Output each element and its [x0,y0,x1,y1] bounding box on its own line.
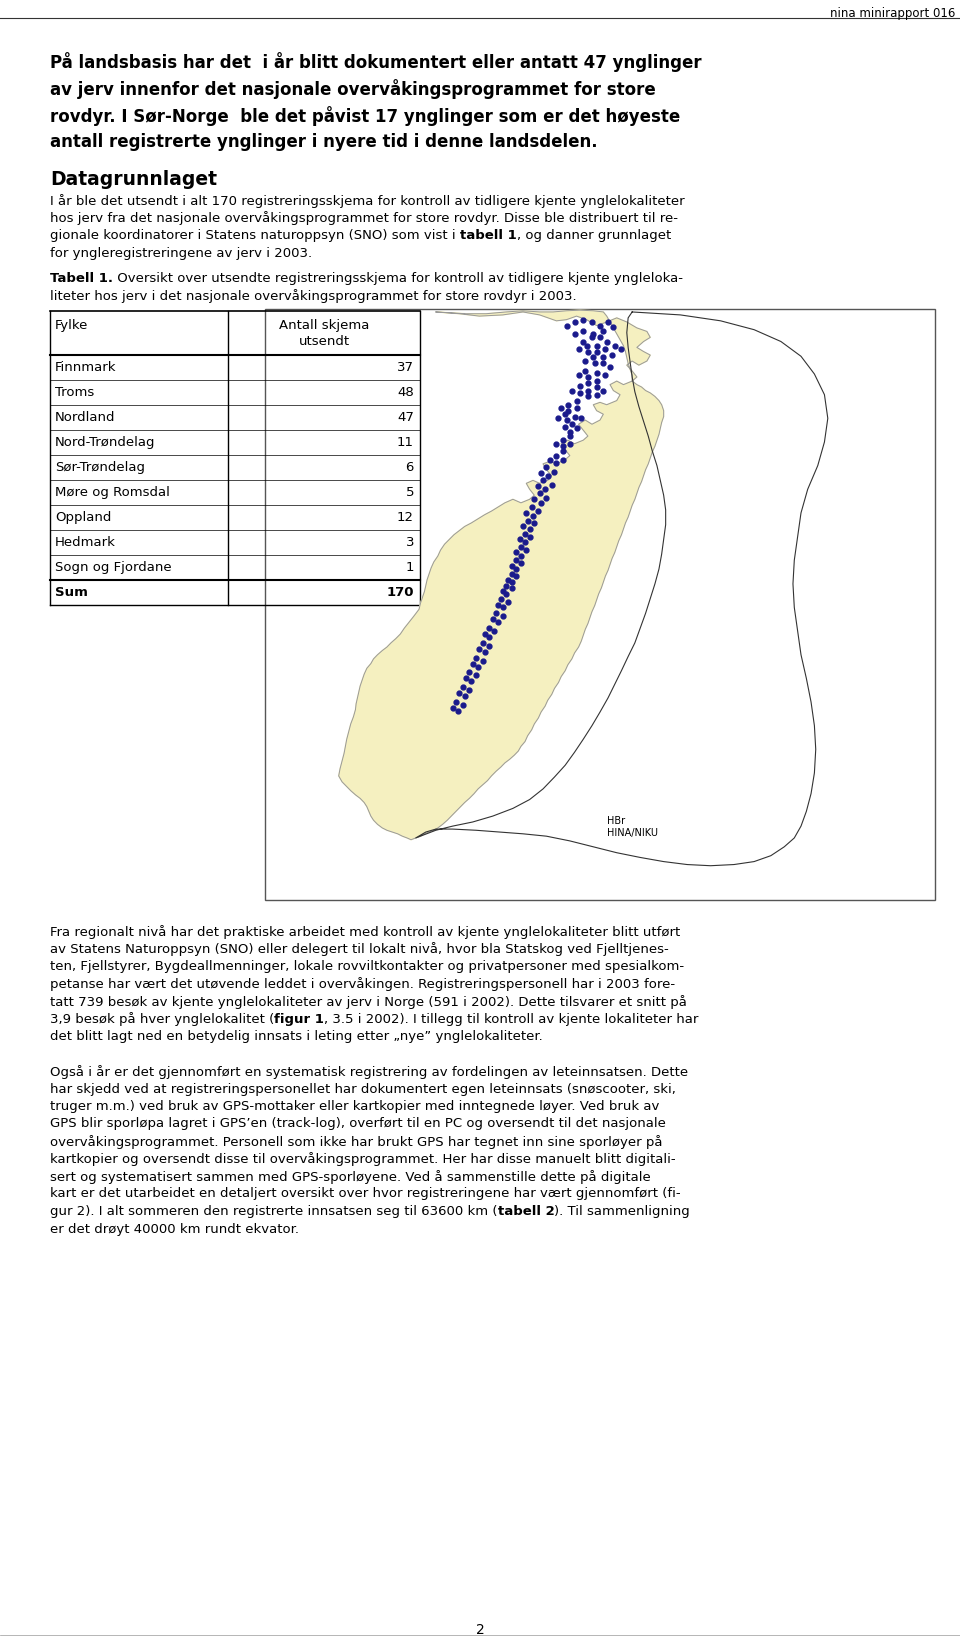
Text: overvåkingsprogrammet. Personell som ikke har brukt GPS har tegnet inn sine spor: overvåkingsprogrammet. Personell som ikk… [50,1135,662,1149]
Polygon shape [416,311,828,865]
Text: GPS blir sporløpa lagret i GPS’en (track-log), overført til en PC og oversendt t: GPS blir sporløpa lagret i GPS’en (track… [50,1117,666,1131]
Text: kart er det utarbeidet en detaljert oversikt over hvor registreringene har vært : kart er det utarbeidet en detaljert over… [50,1188,681,1200]
Text: Tabell 1.: Tabell 1. [50,272,113,285]
Text: kartkopier og oversendt disse til overvåkingsprogrammet. Her har disse manuelt b: kartkopier og oversendt disse til overvå… [50,1152,676,1167]
Text: for yngleregistreringene av jerv i 2003.: for yngleregistreringene av jerv i 2003. [50,247,312,259]
Text: tatt 739 besøk av kjente ynglelokaliteter av jerv i Norge (591 i 2002). Dette ti: tatt 739 besøk av kjente ynglelokalitete… [50,995,686,1009]
Text: er det drøyt 40000 km rundt ekvator.: er det drøyt 40000 km rundt ekvator. [50,1223,299,1236]
Text: Antall skjema: Antall skjema [278,320,370,331]
Text: utsendt: utsendt [299,335,349,348]
Text: 1: 1 [405,560,414,574]
Text: av Statens Naturoppsyn (SNO) eller delegert til lokalt nivå, hvor bla Statskog v: av Statens Naturoppsyn (SNO) eller deleg… [50,943,669,956]
Text: 11: 11 [397,437,414,448]
Text: Nord-Trøndelag: Nord-Trøndelag [55,437,156,448]
Text: , 3.5 i 2002). I tillegg til kontroll av kjente lokaliteter har: , 3.5 i 2002). I tillegg til kontroll av… [324,1012,699,1025]
Text: sert og systematisert sammen med GPS-sporløyene. Ved å sammenstille dette på dig: sert og systematisert sammen med GPS-spo… [50,1170,651,1183]
Polygon shape [339,310,663,840]
Text: rovdyr. I Sør-Norge  ble det påvist 17 ynglinger som er det høyeste: rovdyr. I Sør-Norge ble det påvist 17 yn… [50,105,681,125]
Text: Finnmark: Finnmark [55,361,116,374]
Text: Fylke: Fylke [55,320,88,331]
Text: 5: 5 [405,486,414,499]
Text: 37: 37 [397,361,414,374]
Text: Møre og Romsdal: Møre og Romsdal [55,486,170,499]
Text: 3,9 besøk på hver ynglelokalitet (: 3,9 besøk på hver ynglelokalitet ( [50,1012,275,1027]
Text: 12: 12 [397,511,414,524]
Text: 47: 47 [397,410,414,424]
Text: gionale koordinatorer i Statens naturoppsyn (SNO) som vist i: gionale koordinatorer i Statens naturopp… [50,229,460,242]
Text: det blitt lagt ned en betydelig innsats i leting etter „nye” ynglelokaliteter.: det blitt lagt ned en betydelig innsats … [50,1030,542,1043]
Text: 2: 2 [475,1623,485,1636]
Text: truger m.m.) ved bruk av GPS-mottaker eller kartkopier med inntegnede løyer. Ved: truger m.m.) ved bruk av GPS-mottaker el… [50,1099,660,1112]
Text: petanse har vært det utøvende leddet i overvåkingen. Registreringspersonell har : petanse har vært det utøvende leddet i o… [50,977,675,992]
Text: figur 1: figur 1 [275,1012,324,1025]
Text: tabell 2: tabell 2 [497,1205,554,1218]
Text: Også i år er det gjennomført en systematisk registrering av fordelingen av letei: Også i år er det gjennomført en systemat… [50,1065,688,1079]
Bar [265,310,935,900]
Text: ). Til sammenligning: ). Til sammenligning [554,1205,690,1218]
Text: av jerv innenfor det nasjonale overvåkingsprogrammet for store: av jerv innenfor det nasjonale overvåkin… [50,79,656,99]
Text: liteter hos jerv i det nasjonale overvåkingsprogrammet for store rovdyr i 2003.: liteter hos jerv i det nasjonale overvåk… [50,290,577,303]
Text: Nordland: Nordland [55,410,115,424]
Text: 48: 48 [397,386,414,399]
Text: har skjedd ved at registreringspersonellet har dokumentert egen leteinnsats (snø: har skjedd ved at registreringspersonell… [50,1083,676,1096]
Text: Datagrunnlaget: Datagrunnlaget [50,170,217,190]
Text: nina minirapport 016: nina minirapport 016 [829,7,955,20]
Text: hos jerv fra det nasjonale overvåkingsprogrammet for store rovdyr. Disse ble dis: hos jerv fra det nasjonale overvåkingspr… [50,211,678,226]
Text: På landsbasis har det  i år blitt dokumentert eller antatt 47 ynglinger: På landsbasis har det i år blitt dokumen… [50,53,702,73]
Text: tabell 1: tabell 1 [460,229,516,242]
Text: I år ble det utsendt i alt 170 registreringsskjema for kontroll av tidligere kje: I år ble det utsendt i alt 170 registrer… [50,194,684,208]
Text: Oppland: Oppland [55,511,111,524]
Text: gur 2). I alt sommeren den registrerte innsatsen seg til 63600 km (: gur 2). I alt sommeren den registrerte i… [50,1205,497,1218]
Text: Troms: Troms [55,386,94,399]
Text: 170: 170 [387,587,414,598]
Text: 3: 3 [405,536,414,549]
Text: , og danner grunnlaget: , og danner grunnlaget [516,229,671,242]
Text: Fra regionalt nivå har det praktiske arbeidet med kontroll av kjente ynglelokali: Fra regionalt nivå har det praktiske arb… [50,925,681,939]
Text: Sum: Sum [55,587,88,598]
Text: ten, Fjellstyrer, Bygdeallmenninger, lokale rovviltkontakter og privatpersoner m: ten, Fjellstyrer, Bygdeallmenninger, lok… [50,961,684,972]
Text: Sør-Trøndelag: Sør-Trøndelag [55,461,145,475]
Text: antall registrerte ynglinger i nyere tid i denne landsdelen.: antall registrerte ynglinger i nyere tid… [50,133,598,152]
Text: Hedmark: Hedmark [55,536,116,549]
Text: Sogn og Fjordane: Sogn og Fjordane [55,560,172,574]
Text: Oversikt over utsendte registreringsskjema for kontroll av tidligere kjente yngl: Oversikt over utsendte registreringsskje… [113,272,683,285]
Text: HBr
HINA/NIKU: HBr HINA/NIKU [607,816,658,837]
Text: 6: 6 [406,461,414,475]
